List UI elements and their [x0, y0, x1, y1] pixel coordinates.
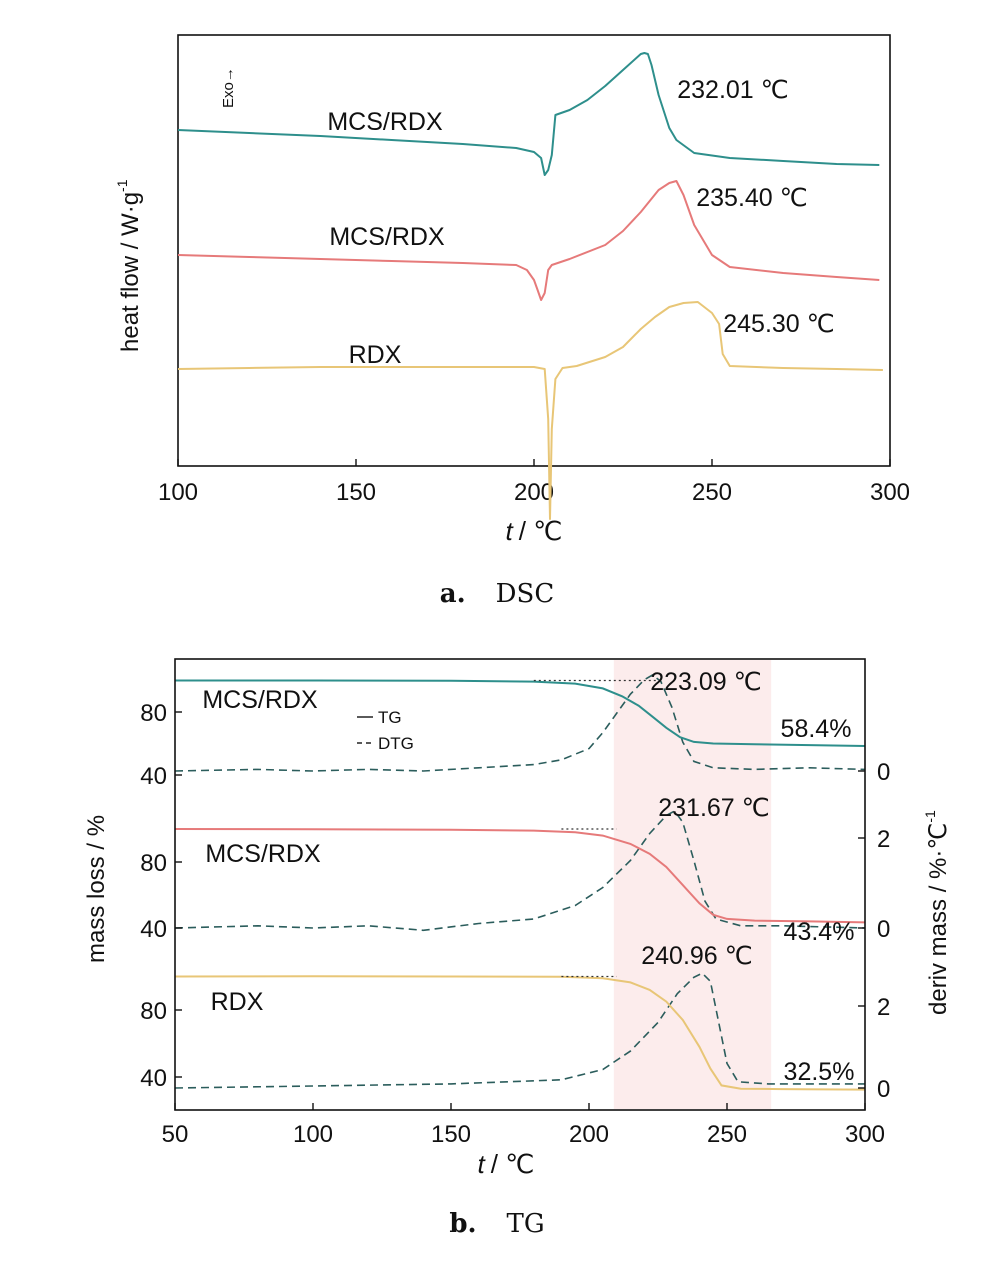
dsc-x-tick-label: 150 — [336, 479, 376, 506]
tg-series-name: MCS/RDX — [202, 686, 318, 714]
dsc-peak-label: 235.40 ℃ — [696, 184, 808, 212]
dsc-series-name: RDX — [349, 341, 402, 369]
tg-peak-label: 223.09 ℃ — [650, 668, 762, 696]
tg-series-group — [174, 674, 866, 1091]
tg-series-name: MCS/RDX — [205, 840, 321, 868]
dsc-panel: 100 150 200 250 300 MCS/RDX 232.01 ℃ MCS/RDX 23… — [114, 34, 910, 609]
tg-peak-label: 240.96 ℃ — [641, 942, 753, 970]
tg-left-tick-label: 80 — [140, 850, 167, 877]
tg-x-tick-label: 150 — [431, 1121, 471, 1148]
dtg-series-line-2 — [174, 972, 865, 1089]
dsc-peak-label: 245.30 ℃ — [723, 310, 835, 338]
tg-x-tick-label: 50 — [162, 1121, 189, 1148]
tg-series-name: RDX — [211, 988, 264, 1016]
dsc-series-line-1 — [177, 180, 880, 301]
dsc-series-name: MCS/RDX — [327, 108, 443, 136]
tg-right-tick-label: 0 — [877, 916, 890, 943]
tg-x-tick-label: 250 — [707, 1121, 747, 1148]
tg-panel-caption: b. TG — [449, 1209, 544, 1239]
dsc-x-axis-label: t / ℃ — [506, 516, 563, 546]
tg-y-ticks: 40 80 0 40 80 0 2 40 80 0 2 — [140, 700, 890, 1103]
tg-residue-label: 43.4% — [784, 918, 855, 946]
dsc-x-ticks: 100 150 200 250 300 — [158, 459, 910, 506]
tg-series-labels: MCS/RDX 223.09 ℃ 58.4% MCS/RDX 231.67 ℃ 43.4%… — [202, 668, 854, 1086]
dsc-series-name: MCS/RDX — [329, 223, 445, 251]
dsc-x-tick-label: 100 — [158, 479, 198, 506]
tg-y-axis-label-right: deriv mass / %·℃-1 — [922, 810, 952, 1015]
tg-series-line-2 — [174, 975, 866, 1091]
dsc-x-tick-label: 250 — [692, 479, 732, 506]
dsc-x-tick-label: 200 — [514, 479, 554, 506]
dsc-panel-caption: a. DSC — [440, 579, 554, 609]
dsc-series-line-2 — [177, 301, 883, 520]
tg-panel: 50 100 150 200 250 300 40 80 0 40 80 0 2 40 80 0 2 MCS/… — [83, 658, 952, 1239]
tg-left-tick-label: 40 — [140, 1065, 167, 1092]
tg-series-line-1 — [174, 828, 866, 924]
dtg-series-line-0 — [174, 674, 866, 772]
tg-series-line-0 — [175, 679, 866, 747]
tg-plot-frame — [174, 658, 866, 1111]
tg-x-axis-label: t / ℃ — [478, 1149, 535, 1179]
tg-right-tick-label: 2 — [877, 994, 890, 1021]
legend-tg-label: TG — [378, 708, 402, 727]
tg-left-tick-label: 80 — [140, 700, 167, 727]
tg-right-tick-label: 0 — [877, 759, 890, 786]
tg-right-tick-label: 2 — [877, 826, 890, 853]
tg-x-tick-label: 100 — [293, 1121, 333, 1148]
dsc-peak-label: 232.01 ℃ — [677, 76, 789, 104]
dsc-x-tick-label: 300 — [870, 479, 910, 506]
legend-dtg-label: DTG — [378, 734, 414, 753]
tg-residue-label: 32.5% — [784, 1058, 855, 1086]
tg-peak-label: 231.67 ℃ — [658, 794, 770, 822]
tg-left-tick-label: 40 — [140, 916, 167, 943]
tg-shaded-region — [613, 660, 772, 1109]
tg-left-tick-label: 40 — [140, 763, 167, 790]
tg-x-tick-label: 300 — [845, 1121, 885, 1148]
dsc-exo-label: Exo→ — [220, 67, 237, 108]
tg-y-axis-label-left: mass loss / % — [83, 815, 110, 963]
dsc-series-line-0 — [177, 52, 880, 176]
tg-x-ticks: 50 100 150 200 250 300 — [162, 1103, 885, 1148]
tg-x-tick-label: 200 — [569, 1121, 609, 1148]
tg-legend: TG DTG — [357, 708, 414, 753]
dsc-y-axis-label: heat flow / W·g-1 — [114, 179, 144, 352]
dsc-series-labels: MCS/RDX 232.01 ℃ MCS/RDX 235.40 ℃ RDX 245.30 … — [327, 76, 834, 369]
tg-left-tick-label: 80 — [140, 998, 167, 1025]
tg-right-tick-label: 0 — [877, 1076, 890, 1103]
dsc-series-group — [177, 52, 883, 520]
tg-residue-label: 58.4% — [781, 715, 852, 743]
